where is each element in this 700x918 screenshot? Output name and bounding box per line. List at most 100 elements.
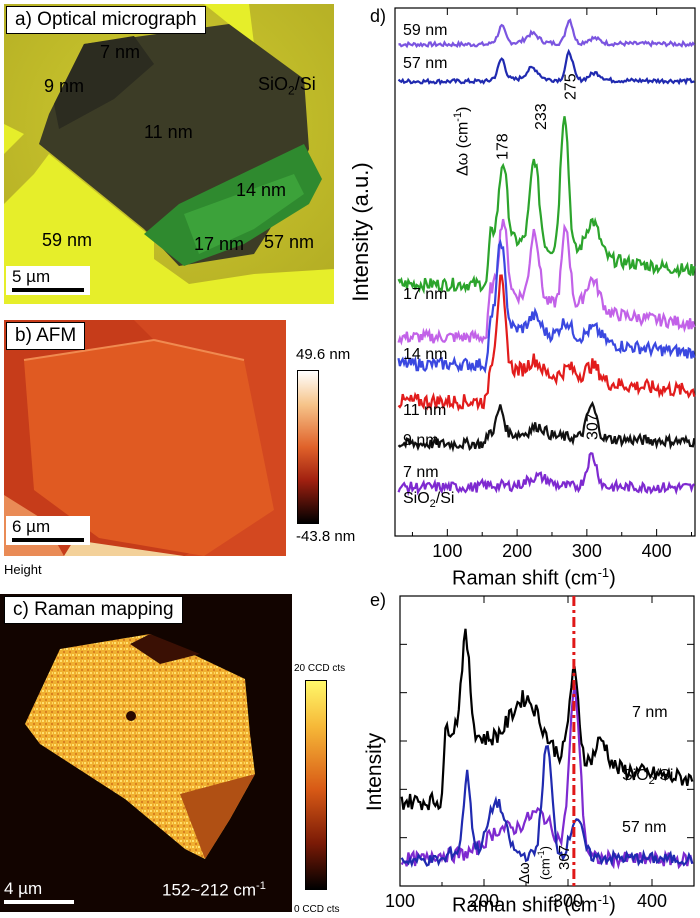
raman-map-colorbar-min: 0 CCD cts xyxy=(294,904,340,915)
label-57nm: 57 nm xyxy=(264,232,315,252)
label-14nm: 14 nm xyxy=(236,180,287,200)
x-tick-label: 300 xyxy=(553,891,583,911)
spectrum-line xyxy=(398,18,696,49)
xlabel-sup: -1 xyxy=(597,892,610,907)
x-tick-label: 100 xyxy=(385,891,415,911)
chart-d-peak-header: Δω (cm-1) xyxy=(452,107,472,176)
range-text: 152~212 cm xyxy=(162,880,257,900)
substrate-text: SiO xyxy=(403,490,430,507)
chart-d-curve-label-substrate: SiO2/Si xyxy=(403,490,454,510)
chart-d-xlabel: Raman shift (cm-1) xyxy=(452,565,616,591)
spectrum-line xyxy=(397,451,696,497)
xlabel-tail: ) xyxy=(609,894,616,917)
panel-a-optical-micrograph: a) Optical micrograph 7 nm 9 nm 11 nm 14… xyxy=(4,4,334,304)
label-7nm: 7 nm xyxy=(100,42,141,62)
label-11nm: 11 nm xyxy=(144,122,193,142)
scale-bar-text: 4 µm xyxy=(4,879,43,898)
label-17nm: 17 nm xyxy=(194,234,245,254)
peak-label: 307 xyxy=(585,413,602,440)
chart-d-curve-label-14nm: 14 nm xyxy=(403,346,448,363)
peak-header2-text: (cm xyxy=(537,858,553,880)
peak-header-text: Δω xyxy=(516,862,533,884)
peak-header2-tail: ) xyxy=(537,845,553,851)
spectrum-line xyxy=(397,116,696,295)
xlabel-sup: -1 xyxy=(597,565,610,580)
substrate-tail: /Si xyxy=(435,490,455,507)
afm-colorbar-max: 49.6 nm xyxy=(296,346,351,363)
scale-bar-text: 5 µm xyxy=(12,267,51,286)
x-tick-label: 300 xyxy=(572,541,602,561)
panel-c-raman-mapping: c) Raman mapping 152~212 cm-1 4 µm xyxy=(0,594,292,912)
peak-label: 233 xyxy=(533,103,550,130)
chart-e-peak-header-unit: (cm-1) xyxy=(536,846,552,880)
raman-map-range: 152~212 cm-1 xyxy=(162,880,266,901)
plot-frame xyxy=(394,7,696,537)
panel-a-scale-bar: 5 µm xyxy=(6,266,90,295)
chart-d-curve-label-57nm: 57 nm xyxy=(403,55,448,72)
chart-e-curve-label-7nm: 7 nm xyxy=(632,704,668,721)
chart-e-peak-label: 307 xyxy=(556,844,573,870)
label-substrate: SiO2/Si xyxy=(258,74,316,98)
peak-label: 178 xyxy=(495,133,512,160)
scale-bar-line xyxy=(12,288,84,292)
afm-colorbar xyxy=(297,370,319,524)
label-59nm: 59 nm xyxy=(42,230,93,250)
panel-d-tag: d) xyxy=(370,6,387,26)
xlabel-text: Raman shift (cm xyxy=(452,567,598,590)
chart-d-curve-label-17nm: 17 nm xyxy=(403,286,448,303)
raman-map-colorbar xyxy=(305,680,327,890)
raman-map-colorbar-max: 20 CCD cts xyxy=(294,663,346,674)
panel-b-scale-bar: 6 µm xyxy=(6,516,90,545)
spectrum-line xyxy=(400,745,694,869)
peak-header-sup: -1 xyxy=(452,111,464,122)
afm-image xyxy=(4,320,286,556)
peak-header-tail: ) xyxy=(454,106,472,112)
chart-d-curve-label-9nm: 9 nm xyxy=(403,432,439,449)
panel-a-tag: a) Optical micrograph xyxy=(6,6,206,34)
panel-c-scale-bar: 4 µm xyxy=(4,880,74,904)
substrate-sub: 2 xyxy=(648,775,655,788)
spectrum-line xyxy=(397,238,696,374)
x-tick-label: 400 xyxy=(642,541,672,561)
substrate-tail: /Si xyxy=(654,767,674,784)
chart-e-ylabel: Intensity xyxy=(363,732,386,812)
x-tick-label: 100 xyxy=(432,541,462,561)
panel-b-afm: b) AFM 6 µm xyxy=(4,320,286,556)
chart-d-curve-label-11nm: 11 nm xyxy=(403,402,447,419)
x-tick-label: 200 xyxy=(502,541,532,561)
chart-e-curve-label-57nm: 57 nm xyxy=(622,819,667,836)
spectrum-line xyxy=(397,400,696,453)
x-tick-label: 200 xyxy=(469,891,499,911)
chart-d-ylabel: Intensity (a.u.) xyxy=(348,162,373,302)
chart-d-curve-label-7nm: 7 nm xyxy=(403,464,439,481)
xlabel-tail: ) xyxy=(609,567,616,590)
substrate-text: SiO xyxy=(622,767,649,784)
spectrum-line xyxy=(397,218,696,346)
panel-c-tag: c) Raman mapping xyxy=(4,596,183,624)
peak-label: 275 xyxy=(562,73,579,100)
afm-colorbar-min: -43.8 nm xyxy=(296,528,356,545)
afm-height-caption: Height xyxy=(4,562,42,577)
peak-header2-sup: -1 xyxy=(536,850,546,859)
panel-e-tag: e) xyxy=(370,590,387,610)
optical-micrograph-image xyxy=(4,4,334,304)
spectrum-line xyxy=(397,48,695,86)
chart-e-curve-label-substrate: SiO2/Si xyxy=(622,767,673,787)
peak-header-text: Δω (cm xyxy=(454,121,472,176)
substrate-sub: 2 xyxy=(429,498,436,511)
substrate-text: SiO xyxy=(258,74,289,94)
scale-bar-line xyxy=(4,900,74,904)
range-sup: -1 xyxy=(256,880,266,892)
spectrum-line xyxy=(397,274,696,412)
panel-b-tag: b) AFM xyxy=(6,322,86,350)
raman-map-image xyxy=(0,594,292,912)
scale-bar-text: 6 µm xyxy=(12,517,51,536)
x-tick-label: 400 xyxy=(637,891,667,911)
substrate-tail: /Si xyxy=(294,74,316,94)
spectrum-line xyxy=(400,628,694,811)
scale-bar-line xyxy=(12,538,84,542)
label-9nm: 9 nm xyxy=(44,76,85,96)
substrate-sub: 2 xyxy=(288,83,295,98)
chart-e-xlabel: Raman shift (cm-1) xyxy=(452,892,616,918)
